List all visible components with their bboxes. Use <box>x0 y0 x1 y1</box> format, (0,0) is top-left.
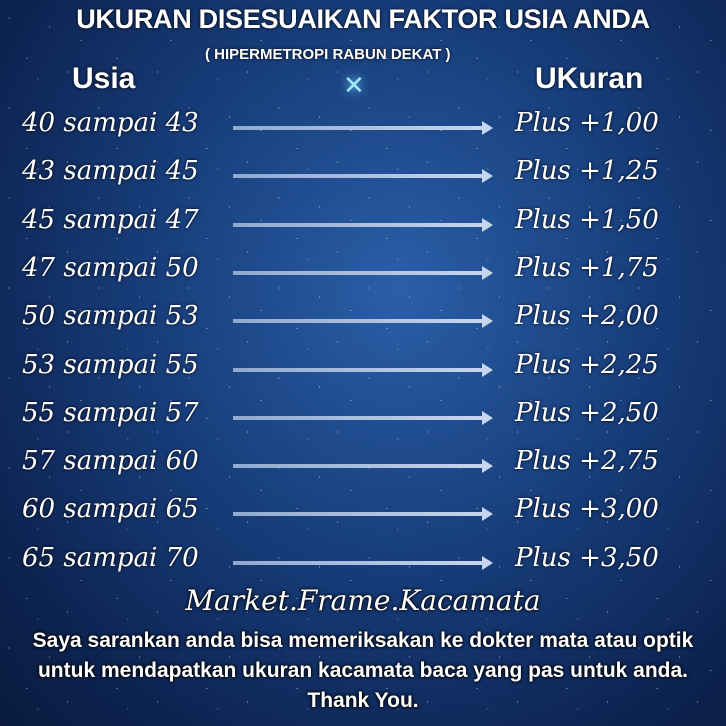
lens-power: Plus +2,25 <box>515 349 659 380</box>
age-range: 43 sampai 45 <box>22 156 199 187</box>
table-row: 47 sampai 50 Plus +1,75 <box>0 253 726 293</box>
subtitle: ( HIPERMETROPI RABUN DEKAT ) <box>205 46 451 63</box>
arrow-right-icon <box>233 265 493 280</box>
age-range: 50 sampai 53 <box>22 301 199 332</box>
page-title: UKURAN DISESUAIKAN FAKTOR USIA ANDA <box>76 4 650 34</box>
lens-power: Plus +1,50 <box>515 204 659 235</box>
lens-power: Plus +2,00 <box>515 301 659 332</box>
table-row: 60 sampai 65 Plus +3,00 <box>0 494 726 534</box>
age-range: 47 sampai 50 <box>22 252 199 283</box>
age-range: 55 sampai 57 <box>22 397 199 428</box>
table-row: 53 sampai 55 Plus +2,25 <box>0 350 726 390</box>
lens-power: Plus +3,00 <box>515 494 659 525</box>
arrow-right-icon <box>233 410 493 425</box>
lens-power: Plus +1,75 <box>515 252 659 283</box>
age-range: 65 sampai 70 <box>22 542 199 573</box>
table-row: 55 sampai 57 Plus +2,50 <box>0 398 726 438</box>
arrow-right-icon <box>233 217 493 232</box>
arrow-right-icon <box>233 121 493 135</box>
age-range: 53 sampai 55 <box>22 349 199 380</box>
age-range: 40 sampai 43 <box>22 108 199 138</box>
arrow-right-icon <box>233 169 493 184</box>
age-range: 57 sampai 60 <box>22 446 199 477</box>
table-row: 45 sampai 47 Plus +1,50 <box>0 205 726 245</box>
age-range: 45 sampai 47 <box>22 204 199 235</box>
lens-power: Plus +1,00 <box>515 108 659 138</box>
arrow-right-icon <box>233 459 493 474</box>
table-row: 43 sampai 45 Plus +1,25 <box>0 156 726 196</box>
lens-power: Plus +2,50 <box>515 397 659 428</box>
arrow-right-icon <box>233 362 493 377</box>
arrow-right-icon <box>233 555 493 570</box>
arrow-right-icon <box>233 507 493 522</box>
advice-note: Saya sarankan anda bisa memeriksakan ke … <box>32 629 694 712</box>
brand-logo-text: Market.Frame.Kacamata <box>185 584 541 617</box>
lens-power: Plus +2,75 <box>515 446 659 477</box>
lens-power: Plus +3,50 <box>515 542 659 573</box>
lens-power: Plus +1,25 <box>515 156 659 187</box>
star-icon: ✕ <box>343 70 365 100</box>
arrow-right-icon <box>233 314 493 329</box>
table-row: 57 sampai 60 Plus +2,75 <box>0 446 726 486</box>
table-row: 40 sampai 43 Plus +1,00 <box>0 108 726 148</box>
table-row: 50 sampai 53 Plus +2,00 <box>0 301 726 341</box>
table-row: 65 sampai 70 Plus +3,50 <box>0 543 726 583</box>
column-header-size: UKuran <box>535 62 644 95</box>
age-range: 60 sampai 65 <box>22 494 199 525</box>
column-header-age: Usia <box>72 62 136 95</box>
